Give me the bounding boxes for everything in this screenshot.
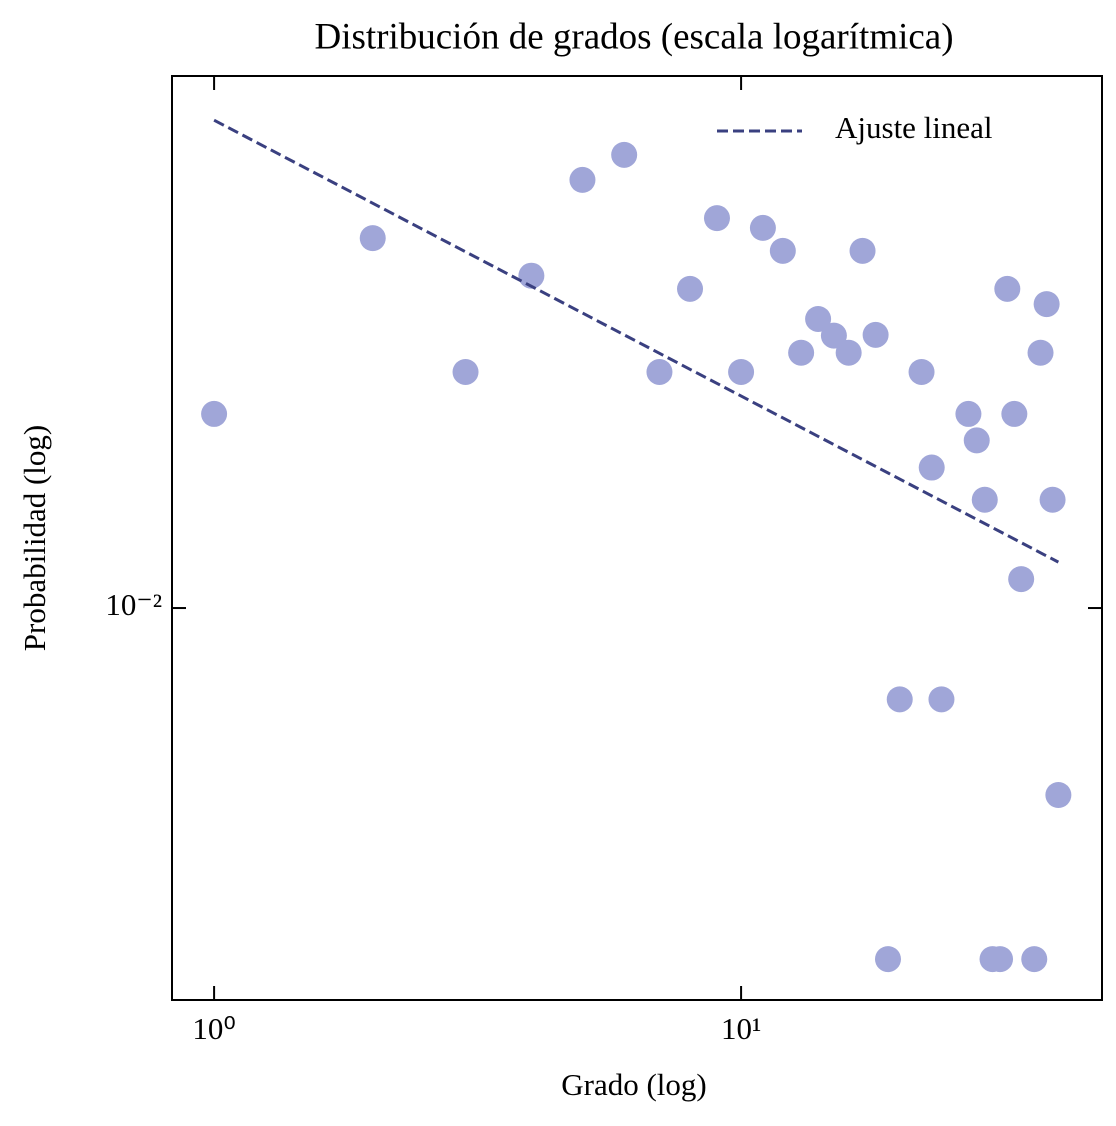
data-point [452,358,479,385]
data-point [849,237,876,264]
chart-title: Distribución de grados (escala logarítmi… [314,16,953,57]
data-point [728,358,755,385]
data-point [359,225,386,252]
data-point [1027,339,1054,366]
data-point [749,214,776,241]
x-axis-label: Grado (log) [561,1067,706,1102]
legend-label: Ajuste lineal [835,110,993,145]
data-point [569,166,596,193]
data-point [908,358,935,385]
data-point [963,427,990,454]
data-point [769,237,796,264]
x-tick-label: 10¹ [721,1011,761,1046]
data-point [1001,400,1028,427]
data-point [987,946,1014,973]
data-point [874,946,901,973]
x-tick-label: 10⁰ [192,1011,235,1046]
data-point [955,400,982,427]
fit-line [213,118,1060,564]
data-point [820,322,847,349]
y-tick-label: 10⁻² [105,587,162,622]
data-point [201,400,228,427]
data-point [994,275,1021,302]
data-point [677,275,704,302]
data-point [862,321,889,348]
data-point [805,305,832,332]
data-point [886,686,913,713]
data-point [971,486,998,513]
data-point [918,454,945,481]
plot-frame [171,75,1103,1001]
data-point [518,262,545,289]
data-point [1039,486,1066,513]
data-point [1033,291,1060,318]
data-point [835,339,862,366]
data-point [1021,946,1048,973]
data-point [1008,566,1035,593]
data-point [646,358,673,385]
data-point [703,205,730,232]
data-point [611,141,638,168]
data-point [928,686,955,713]
y-axis-label: Probabilidad (log) [17,425,52,651]
data-point [1045,782,1072,809]
data-point [788,339,815,366]
